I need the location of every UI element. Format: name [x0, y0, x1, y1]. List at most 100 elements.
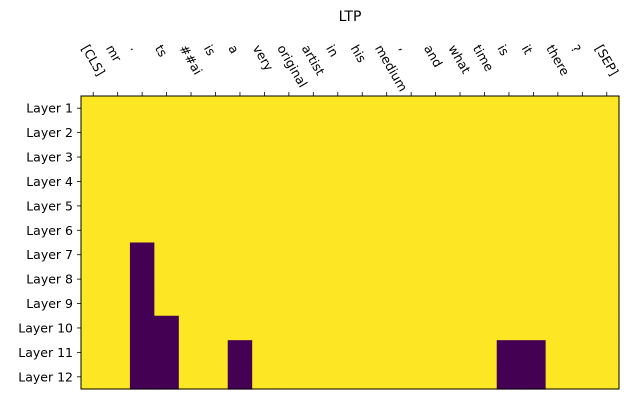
heatmap-cell [545, 266, 571, 292]
heatmap-cell [301, 242, 327, 268]
x-tick-label: mr [103, 42, 125, 65]
x-tick-label: a [225, 42, 242, 56]
y-tick-label: Layer 9 [26, 296, 73, 311]
heatmap-cell [325, 315, 351, 341]
heatmap-cell [81, 144, 107, 170]
heatmap-cell [325, 193, 351, 219]
heatmap-cell [398, 266, 424, 292]
heatmap-cell [447, 120, 473, 146]
heatmap-cell [521, 144, 547, 170]
heatmap-cell [276, 291, 302, 317]
heatmap-cell [178, 315, 204, 341]
heatmap-cell [545, 242, 571, 268]
heatmap-cell [374, 218, 400, 244]
heatmap-cell [105, 169, 131, 195]
heatmap-cell [594, 120, 620, 146]
heatmap-cell [276, 96, 302, 122]
heatmap-cell [496, 315, 522, 341]
heatmap-cell [423, 169, 449, 195]
heatmap-cell [350, 291, 376, 317]
heatmap-cell [570, 218, 596, 244]
heatmap-cell [178, 218, 204, 244]
heatmap-cell [570, 315, 596, 341]
heatmap-cell [252, 96, 278, 122]
heatmap-cell [81, 193, 107, 219]
heatmap-cell [472, 242, 498, 268]
heatmap-cell [447, 291, 473, 317]
heatmap-cell [398, 144, 424, 170]
heatmap-cell [350, 364, 376, 390]
x-tick-label: [CLS] [79, 42, 109, 78]
heatmap-cell [325, 96, 351, 122]
heatmap-cell [472, 340, 498, 366]
heatmap-cell [154, 96, 180, 122]
heatmap-cell [496, 266, 522, 292]
heatmap-cell [301, 266, 327, 292]
heatmap-cell [227, 218, 253, 244]
heatmap-cell [105, 218, 131, 244]
x-tick-label: and [421, 42, 446, 70]
heatmap-cell [398, 218, 424, 244]
heatmap-cell [105, 120, 131, 146]
heatmap-cell [203, 266, 229, 292]
y-tick-label: Layer 8 [26, 272, 73, 287]
heatmap-cell [325, 218, 351, 244]
heatmap-cell [105, 144, 131, 170]
heatmap-cell [570, 266, 596, 292]
heatmap-cell [521, 169, 547, 195]
y-tick-label: Layer 3 [26, 150, 73, 165]
heatmap-cell [350, 169, 376, 195]
heatmap-cell [423, 144, 449, 170]
heatmap-cell [496, 364, 522, 390]
heatmap-cell [570, 169, 596, 195]
heatmap-cell [81, 218, 107, 244]
heatmap-cell [154, 193, 180, 219]
heatmap-cell [129, 266, 155, 292]
heatmap-cell [398, 193, 424, 219]
heatmap-cell [521, 193, 547, 219]
heatmap-cell [570, 242, 596, 268]
heatmap-cell [301, 315, 327, 341]
heatmap-cell [325, 266, 351, 292]
heatmap-cell [545, 96, 571, 122]
heatmap-cell [472, 291, 498, 317]
heatmap-cell [594, 218, 620, 244]
x-tick-label: medium [372, 42, 411, 94]
heatmap-cell [203, 291, 229, 317]
heatmap-cell [227, 144, 253, 170]
heatmap-cell [545, 169, 571, 195]
y-tick-label: Layer 7 [26, 247, 73, 262]
heatmap-cell [81, 364, 107, 390]
x-tick-label: ts [152, 42, 171, 59]
heatmap-cell [178, 266, 204, 292]
heatmap-cell [227, 242, 253, 268]
heatmap-cell [252, 120, 278, 146]
heatmap-cell [594, 266, 620, 292]
heatmap-cell [374, 169, 400, 195]
heatmap-cell [545, 315, 571, 341]
heatmap-cell [374, 144, 400, 170]
heatmap-cell [398, 242, 424, 268]
heatmap-cell [447, 96, 473, 122]
heatmap-cell [325, 120, 351, 146]
heatmap-cell [594, 193, 620, 219]
heatmap-cell [398, 340, 424, 366]
heatmap-cell [398, 96, 424, 122]
heatmap-cell [325, 169, 351, 195]
heatmap-cell [203, 218, 229, 244]
heatmap-cell [374, 291, 400, 317]
heatmap-cell [129, 218, 155, 244]
heatmap-cell [105, 242, 131, 268]
heatmap-cell [154, 266, 180, 292]
heatmap-cell [594, 242, 620, 268]
y-tick-label: Layer 10 [18, 320, 73, 335]
heatmap-cell [472, 315, 498, 341]
heatmap-cell [301, 96, 327, 122]
heatmap-cell [252, 266, 278, 292]
x-tick-label: , [397, 42, 412, 53]
heatmap-cell [203, 242, 229, 268]
heatmap-cell [203, 96, 229, 122]
heatmap-cell [496, 291, 522, 317]
heatmap-cell [374, 364, 400, 390]
